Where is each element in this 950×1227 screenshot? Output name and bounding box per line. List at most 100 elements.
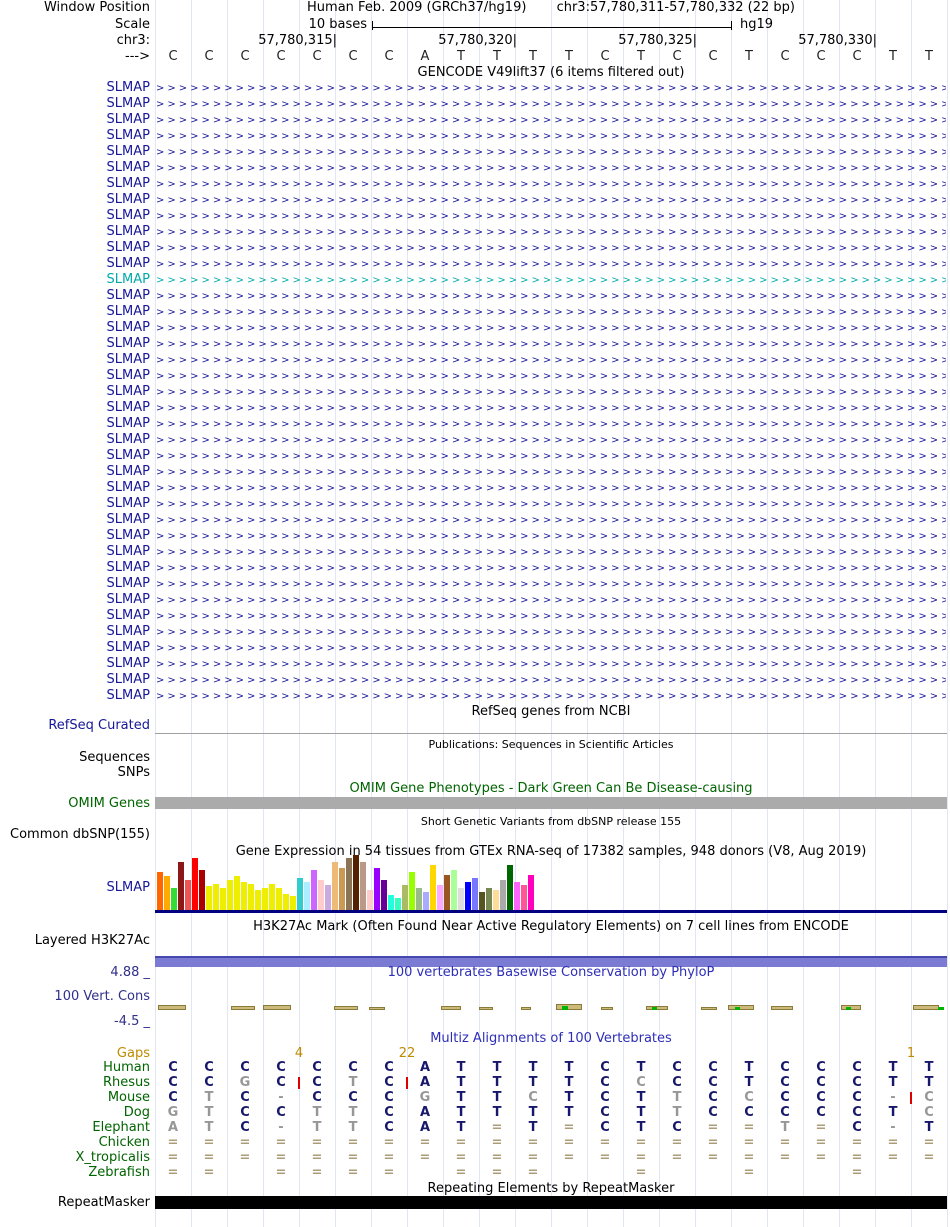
gene-exon-arrows[interactable]: >>>>>>>>>>>>>>>>>>>>>>>>>>>>>>>>>>>>>>>>… [156, 451, 946, 462]
label-cons[interactable]: 100 Vert. Cons [54, 989, 150, 1004]
phylop-mark[interactable] [652, 1007, 657, 1010]
gene-label[interactable]: SLMAP [106, 576, 150, 591]
gene-exon-arrows[interactable]: >>>>>>>>>>>>>>>>>>>>>>>>>>>>>>>>>>>>>>>>… [156, 339, 946, 350]
gtex-tissue-bar[interactable] [185, 880, 191, 910]
gtex-tissue-bar[interactable] [444, 875, 450, 910]
gtex-tissue-bar[interactable] [220, 888, 226, 910]
gene-exon-arrows[interactable]: >>>>>>>>>>>>>>>>>>>>>>>>>>>>>>>>>>>>>>>>… [156, 515, 946, 526]
gene-exon-arrows[interactable]: >>>>>>>>>>>>>>>>>>>>>>>>>>>>>>>>>>>>>>>>… [156, 371, 946, 382]
label-refseq-curated[interactable]: RefSeq Curated [48, 718, 150, 733]
phylop-mark[interactable] [369, 1007, 385, 1010]
label-repeatmasker[interactable]: RepeatMasker [57, 1195, 150, 1210]
phylop-mark[interactable] [735, 1007, 740, 1010]
gtex-tissue-bar[interactable] [269, 884, 275, 910]
gene-exon-arrows[interactable]: >>>>>>>>>>>>>>>>>>>>>>>>>>>>>>>>>>>>>>>>… [156, 547, 946, 558]
gene-label[interactable]: SLMAP [106, 560, 150, 575]
gtex-tissue-bar[interactable] [241, 882, 247, 910]
gene-label[interactable]: SLMAP [106, 608, 150, 623]
label-omim-genes[interactable]: OMIM Genes [68, 796, 150, 811]
gene-exon-arrows[interactable]: >>>>>>>>>>>>>>>>>>>>>>>>>>>>>>>>>>>>>>>>… [156, 579, 946, 590]
gtex-tissue-bar[interactable] [213, 884, 219, 910]
gene-label[interactable]: SLMAP [106, 528, 150, 543]
gene-label[interactable]: SLMAP [106, 272, 150, 287]
gene-exon-arrows[interactable]: >>>>>>>>>>>>>>>>>>>>>>>>>>>>>>>>>>>>>>>>… [156, 355, 946, 366]
label-snps[interactable]: SNPs [117, 765, 150, 780]
gene-label[interactable]: SLMAP [106, 208, 150, 223]
gene-label[interactable]: SLMAP [106, 112, 150, 127]
gene-exon-arrows[interactable]: >>>>>>>>>>>>>>>>>>>>>>>>>>>>>>>>>>>>>>>>… [156, 659, 946, 670]
species-label[interactable]: Rhesus [102, 1075, 150, 1090]
gtex-tissue-bar[interactable] [381, 880, 387, 910]
ruler-tick-label[interactable]: 57,780,315| [258, 33, 337, 48]
gene-exon-arrows[interactable]: >>>>>>>>>>>>>>>>>>>>>>>>>>>>>>>>>>>>>>>>… [156, 595, 946, 606]
gtex-tissue-bar[interactable] [472, 878, 478, 910]
gtex-tissue-bar[interactable] [276, 888, 282, 910]
gtex-tissue-bar[interactable] [304, 882, 310, 910]
phylop-mark[interactable] [913, 1005, 939, 1010]
gene-label[interactable]: SLMAP [106, 160, 150, 175]
gtex-tissue-bar[interactable] [164, 876, 170, 910]
gene-label[interactable]: SLMAP [106, 80, 150, 95]
gtex-tissue-bar[interactable] [430, 865, 436, 910]
gtex-tissue-bar[interactable] [367, 890, 373, 910]
gene-exon-arrows[interactable]: >>>>>>>>>>>>>>>>>>>>>>>>>>>>>>>>>>>>>>>>… [156, 275, 946, 286]
label-h3k27ac[interactable]: Layered H3K27Ac [34, 933, 150, 948]
gtex-tissue-bar[interactable] [479, 892, 485, 910]
gtex-tissue-bar[interactable] [388, 895, 394, 910]
gene-label[interactable]: SLMAP [106, 256, 150, 271]
gene-label[interactable]: SLMAP [106, 336, 150, 351]
species-label[interactable]: Mouse [107, 1090, 150, 1105]
gene-label[interactable]: SLMAP [106, 432, 150, 447]
species-label[interactable]: X_tropicalis [75, 1150, 151, 1165]
gene-exon-arrows[interactable]: >>>>>>>>>>>>>>>>>>>>>>>>>>>>>>>>>>>>>>>>… [156, 243, 946, 254]
gtex-tissue-bar[interactable] [353, 855, 359, 910]
gene-exon-arrows[interactable]: >>>>>>>>>>>>>>>>>>>>>>>>>>>>>>>>>>>>>>>>… [156, 403, 946, 414]
gene-label[interactable]: SLMAP [106, 688, 150, 703]
gtex-tissue-bar[interactable] [206, 886, 212, 910]
gene-label[interactable]: SLMAP [106, 288, 150, 303]
gtex-tissue-bar[interactable] [514, 882, 520, 910]
phylop-mark[interactable] [728, 1005, 754, 1010]
phylop-mark[interactable] [479, 1007, 493, 1010]
gene-exon-arrows[interactable]: >>>>>>>>>>>>>>>>>>>>>>>>>>>>>>>>>>>>>>>>… [156, 99, 946, 110]
phylop-mark[interactable] [334, 1006, 358, 1010]
gene-exon-arrows[interactable]: >>>>>>>>>>>>>>>>>>>>>>>>>>>>>>>>>>>>>>>>… [156, 531, 946, 542]
phylop-mark[interactable] [562, 1006, 568, 1010]
gene-label[interactable]: SLMAP [106, 144, 150, 159]
gtex-tissue-bar[interactable] [283, 894, 289, 910]
gtex-tissue-bar[interactable] [325, 885, 331, 910]
gtex-tissue-bar[interactable] [451, 870, 457, 910]
gtex-tissue-bar[interactable] [402, 885, 408, 910]
gtex-tissue-bar[interactable] [346, 858, 352, 910]
gene-exon-arrows[interactable]: >>>>>>>>>>>>>>>>>>>>>>>>>>>>>>>>>>>>>>>>… [156, 483, 946, 494]
gene-label[interactable]: SLMAP [106, 496, 150, 511]
phylop-mark[interactable] [701, 1007, 717, 1010]
label-gtex-gene[interactable]: SLMAP [106, 880, 150, 895]
phylop-mark[interactable] [231, 1006, 255, 1010]
gene-exon-arrows[interactable]: >>>>>>>>>>>>>>>>>>>>>>>>>>>>>>>>>>>>>>>>… [156, 435, 946, 446]
gene-label[interactable]: SLMAP [106, 192, 150, 207]
phylop-mark[interactable] [556, 1004, 582, 1010]
gtex-tissue-bar[interactable] [465, 882, 471, 910]
gtex-tissue-bar[interactable] [500, 880, 506, 910]
refseq-track-line[interactable] [155, 733, 947, 734]
gene-exon-arrows[interactable]: >>>>>>>>>>>>>>>>>>>>>>>>>>>>>>>>>>>>>>>>… [156, 675, 946, 686]
species-label[interactable]: Chicken [98, 1135, 150, 1150]
gene-exon-arrows[interactable]: >>>>>>>>>>>>>>>>>>>>>>>>>>>>>>>>>>>>>>>>… [156, 131, 946, 142]
gtex-tissue-bar[interactable] [339, 868, 345, 910]
gene-label[interactable]: SLMAP [106, 352, 150, 367]
species-label[interactable]: Zebrafish [88, 1165, 150, 1180]
species-label[interactable]: Dog [123, 1105, 150, 1120]
gene-exon-arrows[interactable]: >>>>>>>>>>>>>>>>>>>>>>>>>>>>>>>>>>>>>>>>… [156, 227, 946, 238]
ruler-tick-label[interactable]: 57,780,330| [798, 33, 877, 48]
gene-label[interactable]: SLMAP [106, 368, 150, 383]
ruler-tick-label[interactable]: 57,780,320| [438, 33, 517, 48]
gene-label[interactable]: SLMAP [106, 592, 150, 607]
gene-label[interactable]: SLMAP [106, 96, 150, 111]
gtex-tissue-bar[interactable] [493, 890, 499, 910]
gtex-tissue-bar[interactable] [332, 862, 338, 910]
gtex-tissue-bar[interactable] [311, 870, 317, 910]
gene-exon-arrows[interactable]: >>>>>>>>>>>>>>>>>>>>>>>>>>>>>>>>>>>>>>>>… [156, 419, 946, 430]
gene-exon-arrows[interactable]: >>>>>>>>>>>>>>>>>>>>>>>>>>>>>>>>>>>>>>>>… [156, 627, 946, 638]
label-dbsnp[interactable]: Common dbSNP(155) [10, 827, 150, 842]
